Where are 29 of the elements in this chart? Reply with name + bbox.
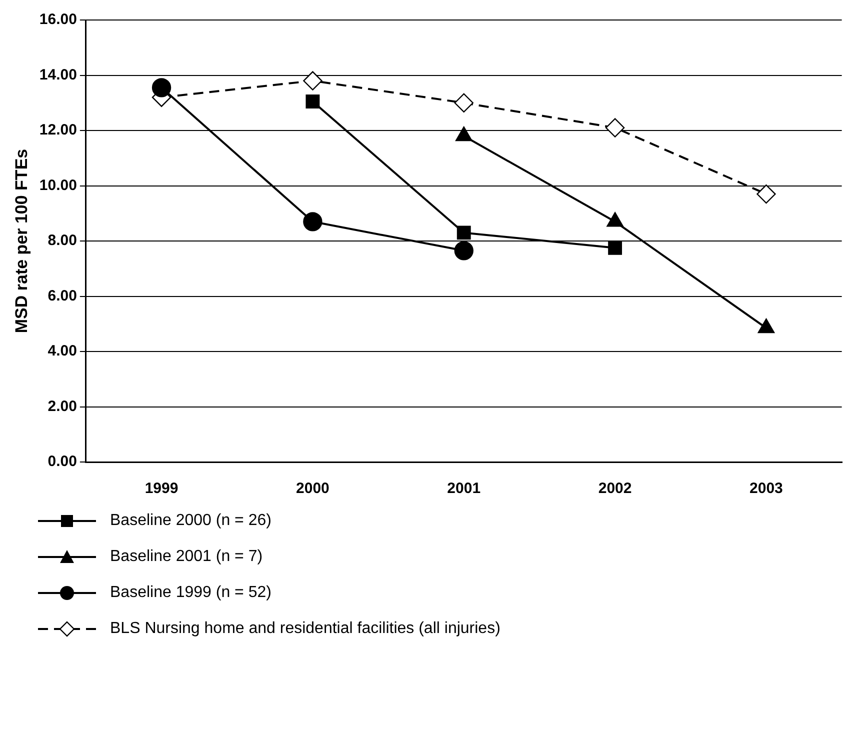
y-tick-label: 12.00	[39, 122, 77, 139]
y-tick-label: 8.00	[48, 232, 77, 250]
point	[303, 71, 322, 90]
y-tick-label: 10.00	[39, 176, 77, 194]
point	[152, 78, 172, 98]
y-axis-title: MSD rate per 100 FTEs	[12, 148, 31, 334]
point	[456, 226, 471, 240]
point	[454, 241, 474, 260]
y-tick-label: 4.00	[48, 342, 77, 360]
point	[303, 212, 322, 232]
y-tick-label: 6.00	[48, 287, 77, 304]
legend-label: Baseline 2000 (n = 26)	[110, 512, 272, 530]
x-tick-label: 2001	[447, 480, 481, 498]
point	[608, 240, 622, 255]
legend-label: BLS Nursing home and residential facilities (all injuries)	[110, 620, 500, 638]
x-tick-label: 2002	[598, 480, 632, 498]
x-tick-label: 2003	[750, 480, 783, 498]
y-tick-label: 0.00	[48, 453, 77, 470]
x-tick-label: 1999	[144, 480, 178, 498]
legend-label: Baseline 1999 (n = 52)	[110, 584, 272, 602]
x-tick-label: 2000	[296, 480, 330, 498]
y-tick-label: 16.00	[39, 11, 77, 28]
y-tick-label: 14.00	[39, 66, 77, 84]
point	[454, 93, 474, 112]
point	[756, 184, 776, 204]
point	[306, 94, 320, 108]
y-tick-label: 2.00	[48, 398, 77, 415]
point	[605, 118, 625, 138]
legend-label: Baseline 2001 (n = 7)	[110, 548, 263, 566]
